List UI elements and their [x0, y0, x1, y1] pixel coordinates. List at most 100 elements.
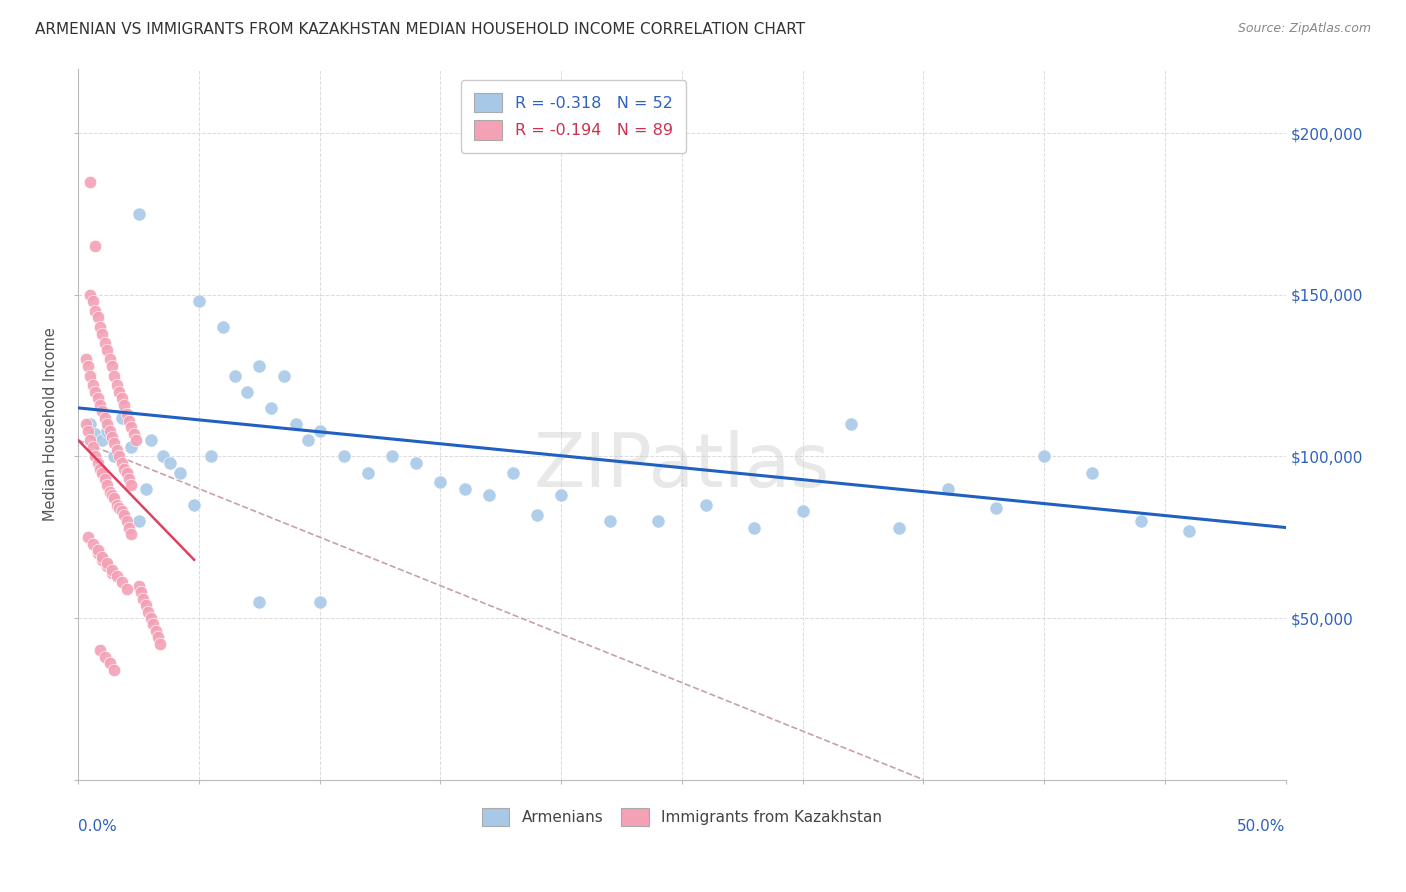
- Point: [96, 556, 118, 570]
- Point: [103, 450, 125, 464]
- Point: [91, 326, 114, 341]
- Point: [478, 488, 501, 502]
- Point: [84, 450, 107, 464]
- Point: [98, 352, 121, 367]
- Point: [105, 442, 128, 457]
- Point: [647, 514, 669, 528]
- Point: [82, 378, 104, 392]
- Point: [247, 595, 270, 609]
- Point: [526, 508, 548, 522]
- Point: [695, 498, 717, 512]
- Point: [115, 582, 138, 596]
- Point: [308, 595, 330, 609]
- Point: [103, 491, 125, 506]
- Point: [111, 456, 134, 470]
- Point: [284, 417, 307, 431]
- Point: [128, 579, 150, 593]
- Point: [103, 436, 125, 450]
- Point: [136, 605, 159, 619]
- Point: [429, 475, 451, 490]
- Point: [200, 450, 222, 464]
- Point: [146, 631, 169, 645]
- Point: [79, 368, 101, 383]
- Point: [135, 598, 157, 612]
- Point: [152, 450, 174, 464]
- Point: [792, 504, 814, 518]
- Point: [89, 462, 111, 476]
- Point: [139, 434, 162, 448]
- Point: [1033, 450, 1056, 464]
- Point: [96, 559, 118, 574]
- Point: [1129, 514, 1152, 528]
- Text: Source: ZipAtlas.com: Source: ZipAtlas.com: [1237, 22, 1371, 36]
- Point: [357, 466, 380, 480]
- Point: [111, 575, 134, 590]
- Point: [112, 462, 135, 476]
- Point: [101, 488, 124, 502]
- Point: [86, 391, 108, 405]
- Point: [98, 485, 121, 500]
- Point: [1081, 466, 1104, 480]
- Point: [247, 359, 270, 373]
- Point: [120, 527, 142, 541]
- Point: [75, 417, 97, 431]
- Point: [103, 663, 125, 677]
- Point: [82, 440, 104, 454]
- Point: [79, 175, 101, 189]
- Point: [105, 498, 128, 512]
- Point: [79, 287, 101, 301]
- Legend: Armenians, Immigrants from Kazakhstan: Armenians, Immigrants from Kazakhstan: [475, 802, 889, 832]
- Point: [105, 378, 128, 392]
- Point: [96, 417, 118, 431]
- Point: [101, 566, 124, 580]
- Point: [86, 546, 108, 560]
- Point: [260, 401, 283, 415]
- Point: [984, 501, 1007, 516]
- Point: [308, 424, 330, 438]
- Point: [91, 549, 114, 564]
- Point: [86, 456, 108, 470]
- Point: [82, 294, 104, 309]
- Point: [224, 368, 246, 383]
- Point: [91, 466, 114, 480]
- Point: [112, 398, 135, 412]
- Point: [96, 343, 118, 357]
- Point: [212, 320, 235, 334]
- Point: [550, 488, 572, 502]
- Point: [128, 207, 150, 221]
- Point: [111, 504, 134, 518]
- Point: [79, 434, 101, 448]
- Point: [75, 352, 97, 367]
- Point: [108, 501, 131, 516]
- Text: 0.0%: 0.0%: [79, 819, 117, 834]
- Point: [120, 440, 142, 454]
- Point: [82, 536, 104, 550]
- Point: [115, 466, 138, 480]
- Point: [744, 520, 766, 534]
- Point: [111, 410, 134, 425]
- Point: [333, 450, 356, 464]
- Point: [89, 398, 111, 412]
- Point: [94, 472, 117, 486]
- Point: [108, 384, 131, 399]
- Point: [405, 456, 427, 470]
- Point: [84, 426, 107, 441]
- Point: [118, 414, 141, 428]
- Point: [77, 424, 100, 438]
- Point: [91, 553, 114, 567]
- Point: [132, 591, 155, 606]
- Point: [105, 569, 128, 583]
- Point: [79, 417, 101, 431]
- Point: [139, 611, 162, 625]
- Point: [86, 543, 108, 558]
- Point: [118, 472, 141, 486]
- Point: [98, 424, 121, 438]
- Point: [188, 294, 211, 309]
- Point: [96, 478, 118, 492]
- Point: [889, 520, 911, 534]
- Point: [96, 424, 118, 438]
- Point: [108, 450, 131, 464]
- Point: [101, 562, 124, 576]
- Point: [453, 482, 475, 496]
- Point: [115, 408, 138, 422]
